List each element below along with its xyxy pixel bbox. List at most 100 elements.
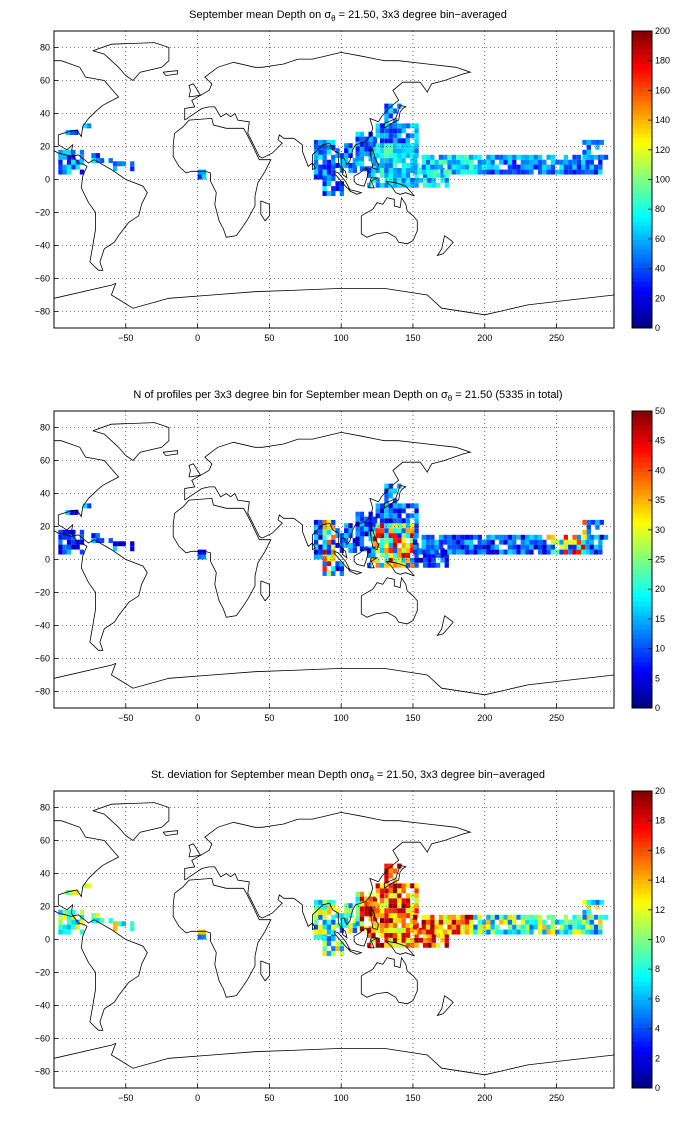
data-cell xyxy=(339,158,345,164)
data-cell xyxy=(331,951,336,956)
y-tick-label: −60 xyxy=(35,1034,50,1044)
data-cell xyxy=(384,937,389,943)
data-cell xyxy=(331,139,336,145)
y-tick-label: −40 xyxy=(35,621,50,631)
data-cell xyxy=(397,143,402,149)
data-cell xyxy=(507,169,513,175)
data-cell xyxy=(464,544,470,550)
data-cell xyxy=(372,911,378,917)
data-cell xyxy=(435,552,441,558)
data-cell xyxy=(494,544,500,550)
data-cell xyxy=(313,539,319,545)
data-cell xyxy=(58,149,63,155)
data-cell xyxy=(375,153,380,159)
data-cell xyxy=(414,182,419,188)
data-cell xyxy=(355,896,360,902)
data-cell xyxy=(405,528,411,534)
data-cell xyxy=(405,518,411,524)
data-cell xyxy=(392,177,398,183)
data-cell xyxy=(392,928,398,933)
data-cell xyxy=(384,538,389,544)
data-cell xyxy=(344,913,349,919)
colorbar-tick-label: 15 xyxy=(655,614,665,624)
data-cell xyxy=(344,903,349,909)
data-cell xyxy=(388,128,393,134)
colorbar-step xyxy=(632,605,652,611)
data-cell xyxy=(542,929,547,935)
coastlines xyxy=(54,422,614,696)
data-cell xyxy=(410,942,415,948)
data-cell xyxy=(79,929,85,935)
data-cell xyxy=(392,503,398,509)
colorbar-step xyxy=(632,420,652,426)
data-cell xyxy=(405,513,411,519)
data-cell xyxy=(563,919,569,925)
data-cell xyxy=(443,919,448,925)
data-cell xyxy=(563,544,569,550)
data-cell xyxy=(331,556,336,562)
x-tick-label: −50 xyxy=(118,713,133,723)
data-cell xyxy=(66,549,72,555)
data-cell xyxy=(318,149,323,155)
data-cell xyxy=(512,549,517,555)
data-cell xyxy=(414,177,419,183)
data-cell xyxy=(516,914,521,920)
x-tick-label: 0 xyxy=(195,333,200,343)
data-cell xyxy=(559,549,564,555)
data-cell xyxy=(486,539,491,545)
title-symbol: σ xyxy=(363,769,370,781)
data-cell xyxy=(451,169,457,175)
data-cell xyxy=(537,549,543,555)
data-cell xyxy=(392,543,398,548)
colorbar-step xyxy=(632,72,652,78)
data-cell xyxy=(339,918,345,924)
data-cell xyxy=(348,533,353,539)
data-cell xyxy=(456,539,461,545)
data-cell xyxy=(525,159,530,165)
data-cell xyxy=(397,913,402,919)
data-cell xyxy=(372,146,378,152)
data-cell xyxy=(533,914,538,920)
data-cell xyxy=(430,534,435,540)
data-cell xyxy=(326,539,332,545)
data-cell xyxy=(62,164,67,170)
data-cell xyxy=(339,153,345,159)
data-cell xyxy=(331,566,336,572)
data-cell xyxy=(401,163,406,168)
data-cell xyxy=(388,863,393,869)
colorbar-step xyxy=(632,610,652,616)
data-cell xyxy=(494,169,500,175)
data-cell xyxy=(423,557,428,563)
data-cell xyxy=(384,562,389,568)
data-cell xyxy=(331,539,336,545)
data-cell xyxy=(326,909,332,915)
data-cell xyxy=(512,539,517,545)
colorbar-step xyxy=(632,216,652,222)
data-cell xyxy=(392,883,398,889)
data-cell xyxy=(318,534,323,540)
data-cell xyxy=(464,534,470,540)
data-cell xyxy=(392,908,398,914)
data-cell xyxy=(397,533,402,539)
data-cell xyxy=(477,534,482,540)
data-cell xyxy=(352,168,358,173)
data-cell xyxy=(576,169,582,175)
data-cell xyxy=(568,544,573,550)
data-cell xyxy=(318,549,323,555)
data-cell xyxy=(572,544,577,550)
data-cell xyxy=(397,562,402,568)
data-cell xyxy=(559,924,564,930)
data-cell xyxy=(460,534,465,540)
data-cell xyxy=(486,929,491,935)
data-cell xyxy=(533,154,538,160)
data-cell xyxy=(440,937,445,943)
data-cell xyxy=(322,951,327,956)
coastline xyxy=(383,864,407,889)
data-cell xyxy=(460,929,465,935)
data-cell xyxy=(79,159,85,165)
data-cell xyxy=(427,932,432,938)
data-cell xyxy=(595,144,600,150)
data-cell xyxy=(537,929,543,935)
data-cell xyxy=(460,549,465,555)
data-cell xyxy=(585,169,590,175)
